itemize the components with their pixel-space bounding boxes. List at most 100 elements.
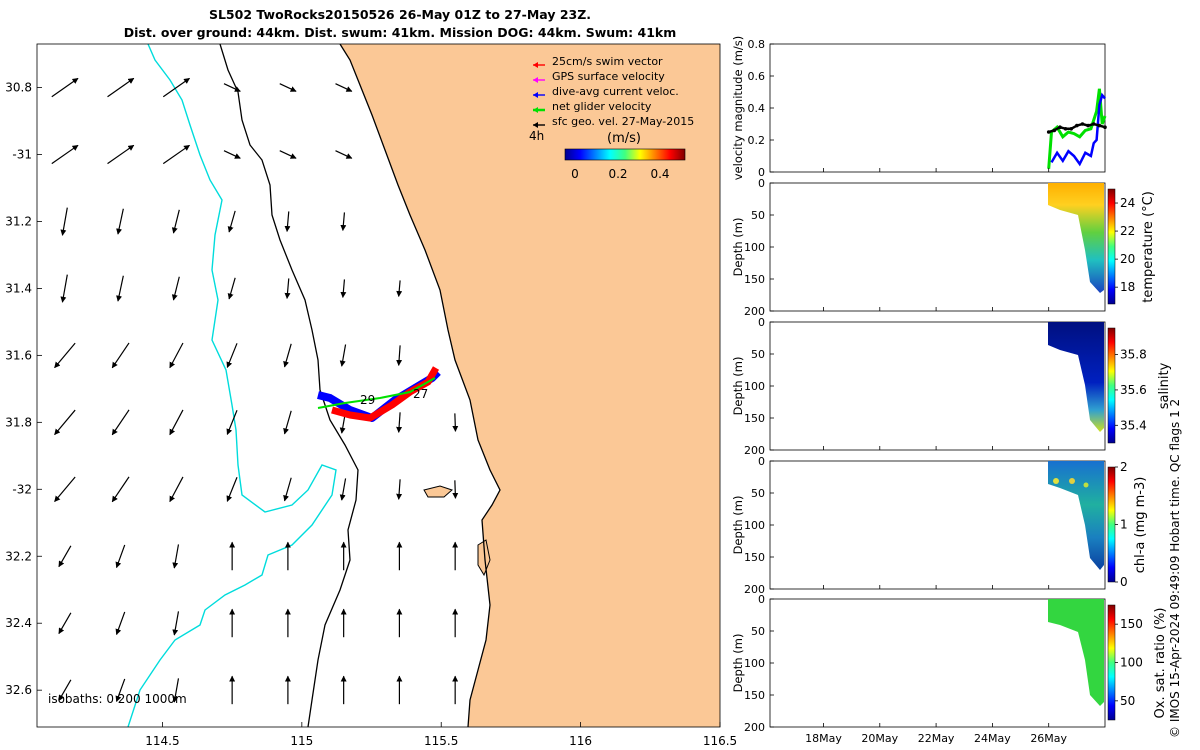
- surface-vector: [115, 544, 126, 569]
- temperature-colorbar-ticks: 18 20 22 24: [1115, 196, 1135, 294]
- land-area: [340, 44, 720, 727]
- velocity-point: [1058, 125, 1062, 129]
- colorbar-tick-label: 35.4: [1120, 418, 1147, 432]
- surface-vector: [51, 144, 79, 165]
- map-x-tick-label: 114.5: [145, 734, 179, 748]
- surface-vector: [279, 83, 297, 92]
- depth-tick-label: 50: [751, 348, 765, 361]
- surface-vector: [171, 276, 180, 301]
- surface-vector: [54, 409, 76, 436]
- depth-tick-label: 100: [744, 380, 765, 393]
- chlorophyll-colorbar: [1107, 466, 1116, 583]
- chlorophyll-section: [1048, 461, 1104, 570]
- map-y-tick-label: 31.4: [5, 281, 32, 295]
- colorbar-tick-label: 22: [1120, 224, 1135, 238]
- depth-tick-label: 100: [744, 519, 765, 532]
- legend-gps-velocity: GPS surface velocity: [533, 70, 665, 83]
- depth-tick-label: 50: [751, 625, 765, 638]
- colorbar-tick-label: 20: [1120, 252, 1135, 266]
- surface-vector: [162, 77, 190, 98]
- surface-vector: [335, 150, 353, 159]
- depth-tick-label: 50: [751, 209, 765, 222]
- velocity-series-line: [1050, 92, 1106, 167]
- svg-text:dive-avg current veloc.: dive-avg current veloc.: [552, 85, 679, 98]
- surface-vector: [283, 410, 292, 435]
- colorbar-tick-label: 35.6: [1120, 383, 1147, 397]
- velocity-series-line: [1047, 88, 1107, 169]
- surface-vector: [452, 413, 459, 432]
- surface-vector: [169, 476, 184, 503]
- depth-tick-label: 150: [744, 689, 765, 702]
- velocity-point: [1046, 130, 1051, 134]
- velocity-y-label: velocity magnitude (m/s): [731, 36, 745, 181]
- velocity-point: [1069, 127, 1074, 131]
- velocity-y-tick-label: 0.2: [748, 134, 766, 147]
- velocity-y-tick-label: 0: [758, 166, 765, 179]
- velocity-series: [1046, 88, 1107, 169]
- surface-vector: [169, 409, 184, 436]
- svg-text:net glider velocity: net glider velocity: [552, 100, 652, 113]
- temperature-y-ticks: 0 50 100 150 200 Depth (m): [731, 177, 774, 318]
- map-legend: 25cm/s swim vector GPS surface velocity …: [533, 55, 694, 128]
- colorbar-tick-label: 35.8: [1120, 348, 1147, 362]
- depth-tick-label: 50: [751, 487, 765, 500]
- isobath-0m: [339, 44, 501, 727]
- surface-vector: [115, 611, 126, 636]
- chlorophyll-colorbar-ticks: 0 1 2: [1115, 460, 1128, 589]
- colorbar-tick-label: 1: [1120, 518, 1128, 532]
- colorbar-tick-label: 100: [1120, 656, 1143, 670]
- depth-tick-label: 200: [744, 721, 765, 734]
- surface-vector: [107, 144, 135, 165]
- surface-vector: [51, 77, 79, 98]
- surface-vector: [111, 409, 130, 436]
- map-y-tick-label: 32.6: [5, 683, 32, 697]
- legend-dive-avg-current: dive-avg current veloc.: [533, 85, 679, 98]
- date-tick-label: 22May: [918, 732, 955, 745]
- colorbar-tick-label: 24: [1120, 196, 1135, 210]
- map-y-tick-label: 32.2: [5, 549, 32, 563]
- temperature-colorbar-label: temperature (°C): [1141, 191, 1156, 303]
- map-colorbar: [564, 148, 686, 161]
- surface-vector: [116, 208, 124, 235]
- depth-tick-label: 150: [744, 412, 765, 425]
- surface-vector: [60, 274, 68, 303]
- oxygen-y-ticks: 0 50 100 150 200 Depth (m): [731, 593, 774, 734]
- map-x-tick-label: 116.5: [703, 734, 737, 748]
- map-y-tick-label: 31.8: [5, 415, 32, 429]
- salinity-colorbar-ticks: 35.4 35.6 35.8: [1115, 348, 1147, 432]
- depth-tick-label: 150: [744, 551, 765, 564]
- surface-vector: [169, 342, 184, 369]
- velocity-y-tick-label: 0.4: [748, 102, 766, 115]
- map-colorbar-tick: 0.2: [608, 167, 627, 181]
- oxygen-colorbar-ticks: 50 100 150: [1115, 617, 1143, 708]
- colorbar-tick-label: 50: [1120, 694, 1135, 708]
- depth-axis-label: Depth (m): [731, 357, 745, 416]
- chlorophyll-panel: 0 50 100 150 200 Depth (m) 0 1 2 chl-a (mg m-3): [731, 455, 1148, 596]
- isobaths-label: isobaths: 0 200 1000m: [48, 692, 187, 706]
- colorbar-tick-label: 18: [1120, 280, 1135, 294]
- net-glider-velocity-track: [317, 377, 436, 409]
- surface-vector: [279, 150, 297, 159]
- surface-vector: [452, 480, 459, 499]
- track-label-27: 27: [413, 387, 428, 401]
- legend-net-glider-velocity: net glider velocity: [533, 100, 652, 113]
- surface-vector: [226, 477, 238, 502]
- island: [423, 485, 453, 498]
- time-label: 4h: [529, 129, 544, 143]
- surface-vector: [115, 678, 126, 703]
- surface-vector: [339, 478, 347, 501]
- depth-tick-label: 0: [758, 177, 765, 190]
- date-tick-label: 24May: [974, 732, 1011, 745]
- map-y-tick-label: 32.4: [5, 616, 32, 630]
- velocity-y-ticks: 0 0.2 0.4 0.6 0.8: [748, 38, 774, 179]
- depth-tick-label: 100: [744, 657, 765, 670]
- temperature-section: [1048, 183, 1104, 293]
- salinity-y-ticks: 0 50 100 150 200 Depth (m): [731, 316, 774, 457]
- chlorophyll-colorbar-label: chl-a (mg m-3): [1133, 477, 1148, 574]
- surface-velocity-vectors: [51, 77, 459, 705]
- surface-vector: [340, 279, 347, 298]
- velocity-point: [1075, 123, 1079, 128]
- surface-vector: [172, 544, 180, 569]
- map-x-tick-label: 115: [290, 734, 313, 748]
- salinity-section: [1048, 322, 1104, 432]
